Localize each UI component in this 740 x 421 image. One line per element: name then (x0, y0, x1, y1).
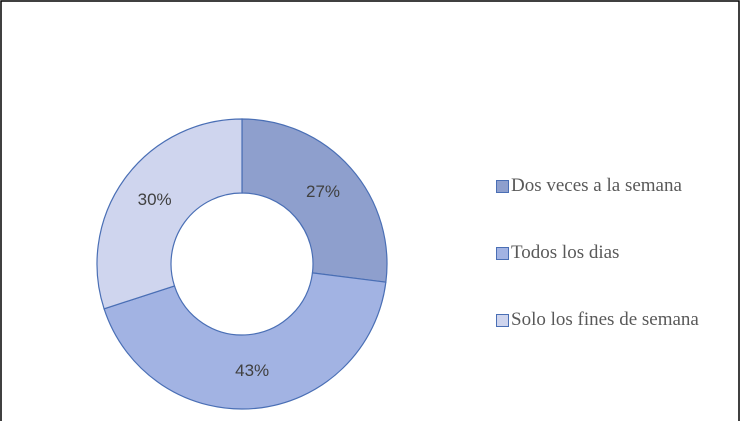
donut-segment (103, 272, 387, 410)
legend-item: Solo los fines de semana (496, 307, 726, 333)
donut-segment (96, 118, 243, 310)
data-label: 27% (306, 182, 340, 201)
donut-segment (241, 118, 388, 283)
legend-item: Dos veces a la semana (496, 173, 726, 199)
legend-swatch (496, 180, 509, 193)
legend-swatch (496, 247, 509, 260)
data-label: 43% (235, 361, 269, 380)
legend-item: Todos los dias (496, 240, 726, 266)
legend-label: Dos veces a la semana (511, 175, 682, 196)
data-label: 30% (138, 190, 172, 209)
legend-swatch (496, 314, 509, 327)
legend-label: Solo los fines de semana (511, 309, 699, 330)
legend-label: Todos los dias (511, 242, 620, 263)
